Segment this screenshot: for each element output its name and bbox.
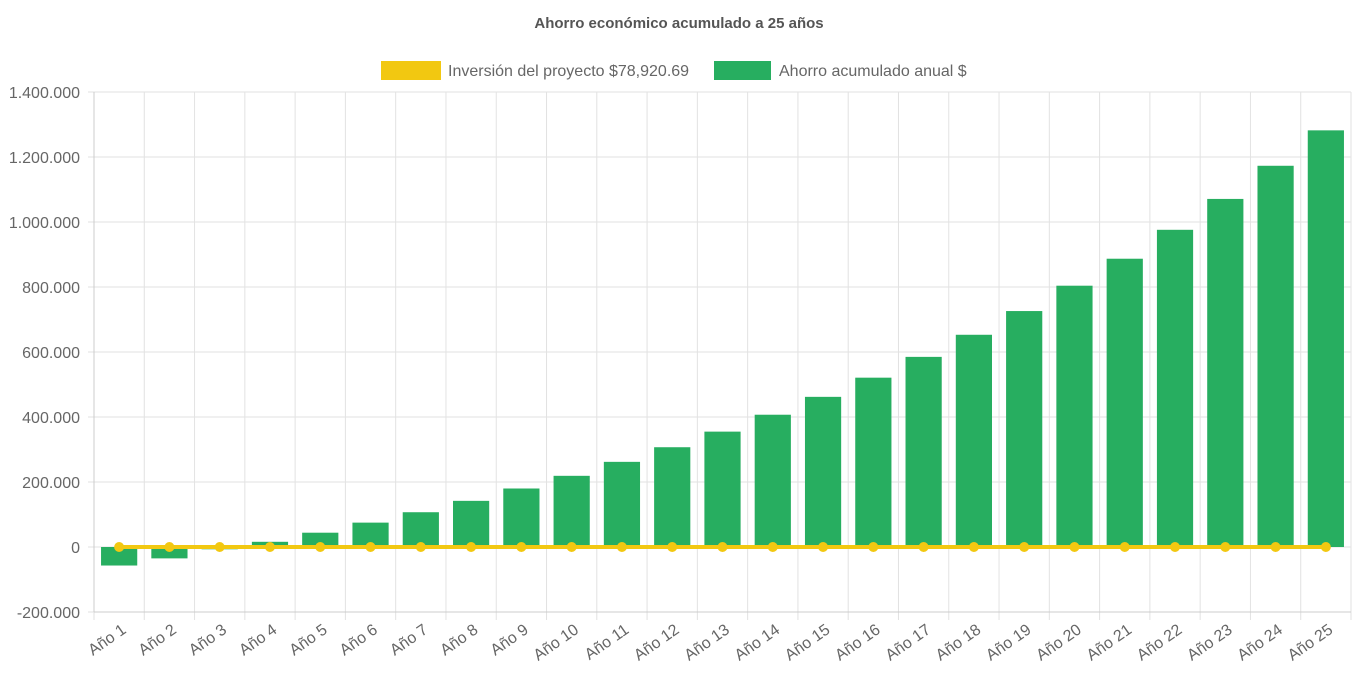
y-tick-label: 200.000 [22,475,80,492]
savings-bar[interactable] [955,334,993,547]
savings-bar[interactable] [855,377,892,547]
x-tick-label: Año 5 [287,621,331,659]
investment-point[interactable] [315,542,326,552]
savings-bar[interactable] [804,396,842,547]
x-tick-label: Año 1 [85,621,129,659]
investment-point[interactable] [214,542,225,552]
savings-bar[interactable] [603,461,641,547]
y-tick-label: 1.000.000 [9,215,80,232]
x-tick-label: Año 25 [1285,621,1336,664]
x-tick-label: Año 22 [1134,621,1185,664]
savings-bar[interactable] [302,532,339,547]
savings-bar[interactable] [1106,258,1143,547]
savings-bar[interactable] [553,475,590,547]
savings-bar[interactable] [1257,165,1294,547]
x-tick-label: Año 7 [387,621,431,659]
savings-bar[interactable] [754,414,791,547]
investment-point[interactable] [466,542,477,552]
savings-bar[interactable] [503,488,540,548]
x-tick-label: Año 11 [582,621,632,663]
investment-point[interactable] [918,542,929,552]
savings-bar[interactable] [905,356,942,547]
savings-bar[interactable] [1006,311,1043,547]
x-tick-label: Año 13 [681,621,732,664]
y-tick-label: 800.000 [22,280,80,297]
investment-point[interactable] [968,542,979,552]
legend-swatch-savings [714,61,771,80]
investment-point[interactable] [1069,542,1080,552]
legend-swatch-investment [381,61,441,80]
savings-bar[interactable] [1207,198,1244,548]
x-tick-label: Año 9 [488,621,532,659]
savings-bar[interactable] [654,447,691,547]
legend: Inversión del proyecto $78,920.69 Ahorro… [381,61,967,80]
legend-label-investment: Inversión del proyecto $78,920.69 [448,63,689,80]
x-tick-label: Año 21 [1084,621,1135,664]
investment-point[interactable] [767,542,778,552]
savings-bar[interactable] [101,547,138,566]
legend-item-investment[interactable]: Inversión del proyecto $78,920.69 [381,61,689,80]
legend-item-savings[interactable]: Ahorro acumulado anual $ [714,61,967,80]
x-tick-label: Año 4 [236,621,280,659]
savings-bar[interactable] [402,512,439,547]
investment-point[interactable] [1170,542,1181,552]
y-tick-label: 0 [71,540,80,557]
savings-bar[interactable] [1056,285,1093,547]
y-tick-label: -200.000 [17,605,80,622]
x-tick-label: Año 3 [186,621,230,659]
investment-point[interactable] [1320,542,1331,552]
y-axis: 1.400.000 1.200.000 1.000.000 800.000 600.00… [9,85,80,622]
x-tick-label: Año 19 [983,621,1034,664]
investment-point[interactable] [415,542,426,552]
x-tick-label: Año 15 [782,621,833,664]
chart-title: Ahorro económico acumulado a 25 años [534,15,823,32]
investment-point[interactable] [516,542,527,552]
x-tick-label: Año 16 [832,621,883,664]
savings-bar[interactable] [452,500,490,547]
bar-series [101,130,1344,566]
investment-point[interactable] [365,542,376,552]
x-tick-label: Año 23 [1184,621,1235,664]
investment-point[interactable] [164,542,175,552]
savings-bar[interactable] [151,547,188,559]
y-tick-label: 1.400.000 [9,85,80,102]
x-tick-label: Año 6 [337,621,381,659]
x-tick-label: Año 10 [531,621,582,664]
y-tick-label: 600.000 [22,345,80,362]
y-tick-label: 1.200.000 [9,150,80,167]
investment-point[interactable] [667,542,678,552]
line-series [114,542,1331,552]
x-tick-label: Año 8 [437,621,481,659]
x-tick-label: Año 24 [1235,621,1286,664]
x-tick-label: Año 14 [732,621,783,664]
savings-bar[interactable] [704,431,741,547]
x-tick-label: Año 17 [883,621,934,664]
investment-point[interactable] [1019,542,1030,552]
investment-point[interactable] [717,542,728,552]
savings-bar[interactable] [1156,229,1194,548]
investment-point[interactable] [1270,542,1281,552]
x-tick-label: Año 20 [1033,621,1084,664]
x-tick-label: Año 18 [933,621,984,664]
investment-point[interactable] [818,542,829,552]
x-axis: Año 1 Año 2 Año 3 Año 4 Año 5 Año 6 Año 7 Año 8… [85,621,1336,664]
savings-bar[interactable] [1307,130,1344,547]
y-tick-label: 400.000 [22,410,80,427]
investment-point[interactable] [114,542,125,552]
investment-point[interactable] [566,542,577,552]
investment-point[interactable] [616,542,627,552]
legend-label-savings: Ahorro acumulado anual $ [779,63,967,80]
investment-point[interactable] [1119,542,1130,552]
investment-point[interactable] [1220,542,1231,552]
investment-point[interactable] [264,542,275,552]
investment-point[interactable] [868,542,879,552]
x-tick-label: Año 2 [136,621,180,659]
grid [88,91,1352,620]
x-tick-label: Año 12 [631,621,682,664]
